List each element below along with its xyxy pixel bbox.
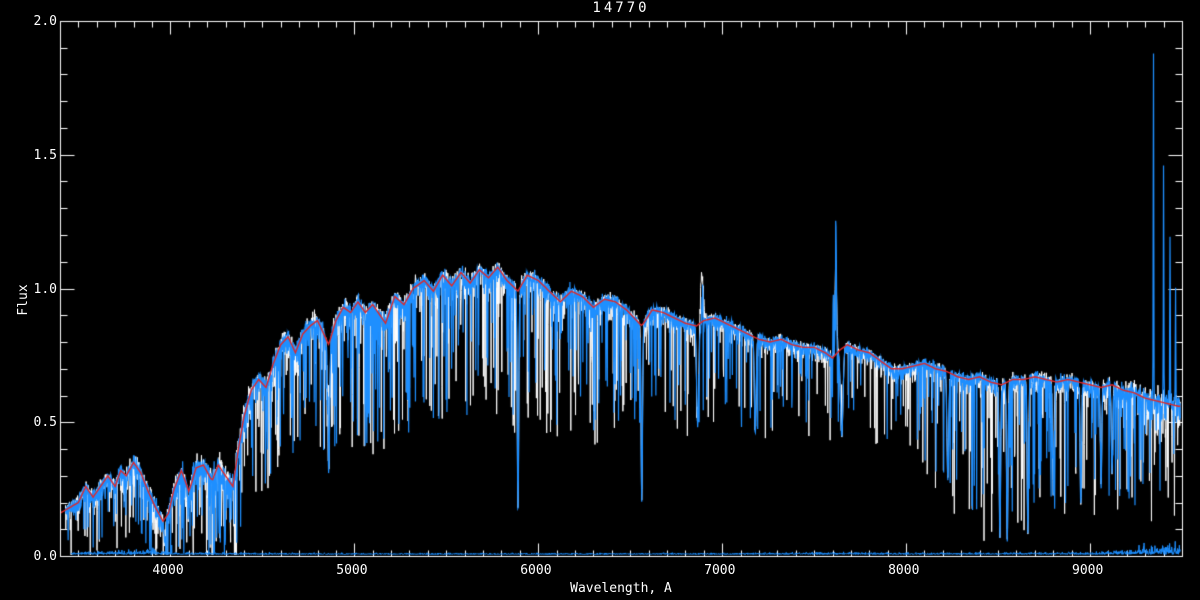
chart-title: 14770: [592, 0, 650, 16]
y-tick-label: 1.5: [33, 147, 57, 163]
x-tick-label: 4000: [152, 563, 184, 578]
y-tick-label: 2.0: [33, 14, 57, 29]
x-tick-label: 6000: [520, 563, 552, 578]
y-tick-label: 0.5: [33, 415, 57, 431]
x-tick-label: 7000: [704, 563, 736, 578]
y-tick-label: 1.0: [33, 281, 57, 297]
y-axis-title: Flux: [16, 284, 32, 316]
x-tick-label: 9000: [1072, 563, 1104, 578]
x-tick-label: 5000: [336, 563, 368, 578]
x-tick-label: 8000: [888, 563, 920, 578]
y-tick-label: 0.0: [33, 549, 57, 564]
x-axis-title: Wavelength, A: [570, 581, 672, 596]
